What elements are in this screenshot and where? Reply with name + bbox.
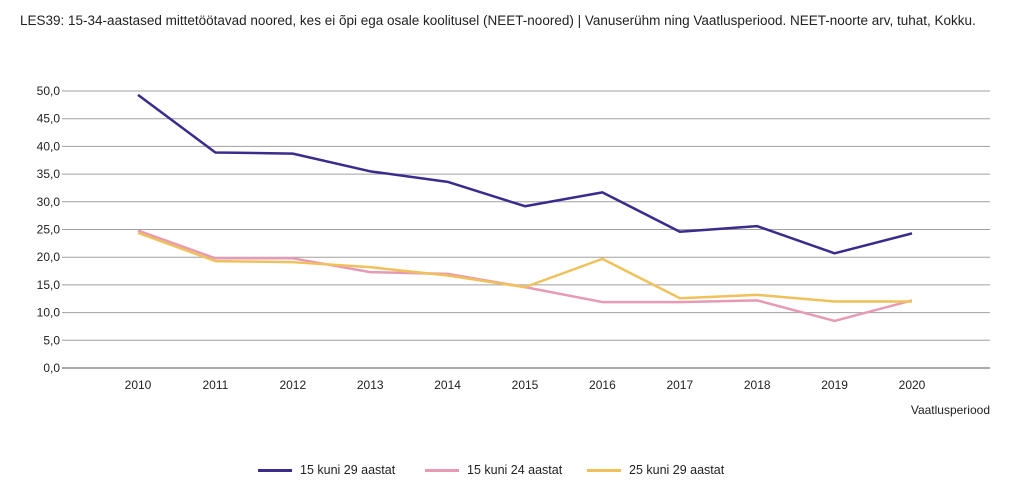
x-tick-label: 2013 <box>357 378 384 392</box>
x-tick-label: 2014 <box>434 378 461 392</box>
x-tick-label: 2016 <box>589 378 616 392</box>
legend-item[interactable]: 15 kuni 29 aastat <box>258 463 395 477</box>
y-axis-ticks: 0,0 5,0 10,0 15,0 20,0 25,0 30,0 35,0 40,0 45,0 50… <box>37 84 61 375</box>
legend-label: 15 kuni 24 aastat <box>467 463 563 477</box>
y-tick-label: 10,0 <box>37 306 61 320</box>
legend: 15 kuni 29 aastat 15 kuni 24 aastat 25 kun… <box>0 463 1024 483</box>
x-tick-label: 2018 <box>744 378 771 392</box>
x-tick-label: 2010 <box>125 378 152 392</box>
legend-item[interactable]: 25 kuni 29 aastat <box>587 463 724 477</box>
y-tick-label: 0,0 <box>43 361 60 375</box>
y-tick-label: 5,0 <box>43 333 60 347</box>
y-tick-label: 25,0 <box>37 223 61 237</box>
y-tick-label: 20,0 <box>37 250 61 264</box>
y-tick-label: 35,0 <box>37 167 61 181</box>
legend-item[interactable]: 15 kuni 24 aastat <box>425 463 562 477</box>
legend-swatch <box>425 468 459 472</box>
legend-label: 25 kuni 29 aastat <box>629 463 725 477</box>
x-tick-label: 2020 <box>899 378 926 392</box>
series-line-3 <box>137 231 912 303</box>
x-tick-label: 2015 <box>512 378 539 392</box>
y-tick-label: 15,0 <box>37 278 61 292</box>
x-axis-label: Vaatlusperiood <box>911 403 990 417</box>
legend-swatch <box>587 468 621 472</box>
grid-lines <box>62 90 990 369</box>
series-lines <box>137 93 913 323</box>
y-tick-label: 40,0 <box>37 139 61 153</box>
legend-label: 15 kuni 29 aastat <box>300 463 396 477</box>
x-tick-label: 2019 <box>821 378 848 392</box>
series-line-2 <box>137 229 913 323</box>
x-tick-label: 2012 <box>279 378 306 392</box>
chart-title: LES39: 15-34-aastased mittetöötavad noor… <box>20 13 976 28</box>
x-tick-label: 2017 <box>666 378 693 392</box>
x-axis-ticks: 2010 2011 2012 2013 2014 2015 2016 2017 2018 2019… <box>125 378 926 392</box>
y-tick-label: 30,0 <box>37 195 61 209</box>
y-tick-label: 50,0 <box>37 84 61 98</box>
series-line-1 <box>137 93 913 255</box>
legend-swatch <box>258 468 292 472</box>
y-tick-label: 45,0 <box>37 112 61 126</box>
x-tick-label: 2011 <box>202 378 228 392</box>
